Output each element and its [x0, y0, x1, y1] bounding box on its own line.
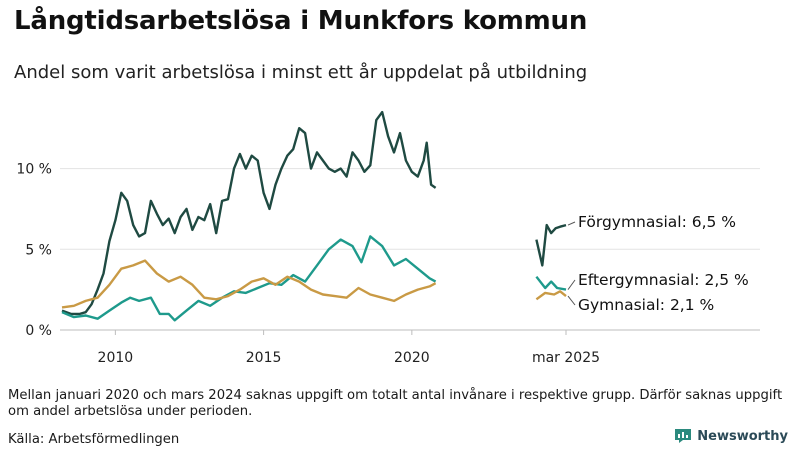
label-leader-line: [567, 221, 576, 226]
x-tick-label: 2020: [394, 350, 430, 366]
y-tick-label: 10 %: [16, 162, 52, 178]
chart-subtitle: Andel som varit arbetslösa i minst ett å…: [14, 62, 588, 83]
series-lines: [61, 110, 567, 322]
line-chart: 0 % 5 % 10 % 2010 2015 2020 mar 2025 Förgymnas…: [16, 110, 760, 366]
series-line-förgymnasial: [535, 223, 567, 267]
chart-title: Långtidsarbetslösa i Munkfors kommun: [14, 6, 588, 36]
end-labels: Förgymnasial: 6,5 % Eftergymnasial: 2,5 %…: [567, 213, 749, 314]
series-end-label: Gymnasial: 2,1 %: [578, 296, 714, 314]
brand-name: Newsworthy: [697, 428, 788, 444]
x-tick-label: 2010: [98, 350, 134, 366]
series-line-eftergymnasial: [61, 235, 437, 322]
label-leader-line: [567, 295, 576, 306]
series-end-label: Eftergymnasial: 2,5 %: [578, 271, 749, 289]
series-line-förgymnasial: [61, 110, 437, 316]
brand-logo: Newsworthy: [674, 428, 788, 444]
series-end-label: Förgymnasial: 6,5 %: [578, 213, 736, 231]
y-tick-label: 5 %: [25, 242, 52, 258]
x-tick-label: mar 2025: [532, 350, 600, 366]
series-line-eftergymnasial: [535, 275, 567, 291]
x-tick-label: 2015: [246, 350, 282, 366]
axis-labels: 0 % 5 % 10 % 2010 2015 2020 mar 2025: [16, 162, 600, 366]
bar-chart-icon: [675, 429, 692, 443]
label-leader-line: [567, 279, 576, 290]
source-text: Källa: Arbetsförmedlingen: [8, 432, 180, 447]
series-line-gymnasial: [61, 259, 437, 309]
y-tick-label: 0 %: [25, 323, 52, 339]
footnote: Mellan januari 2020 och mars 2024 saknas…: [8, 388, 783, 419]
series-line-gymnasial: [535, 290, 567, 301]
